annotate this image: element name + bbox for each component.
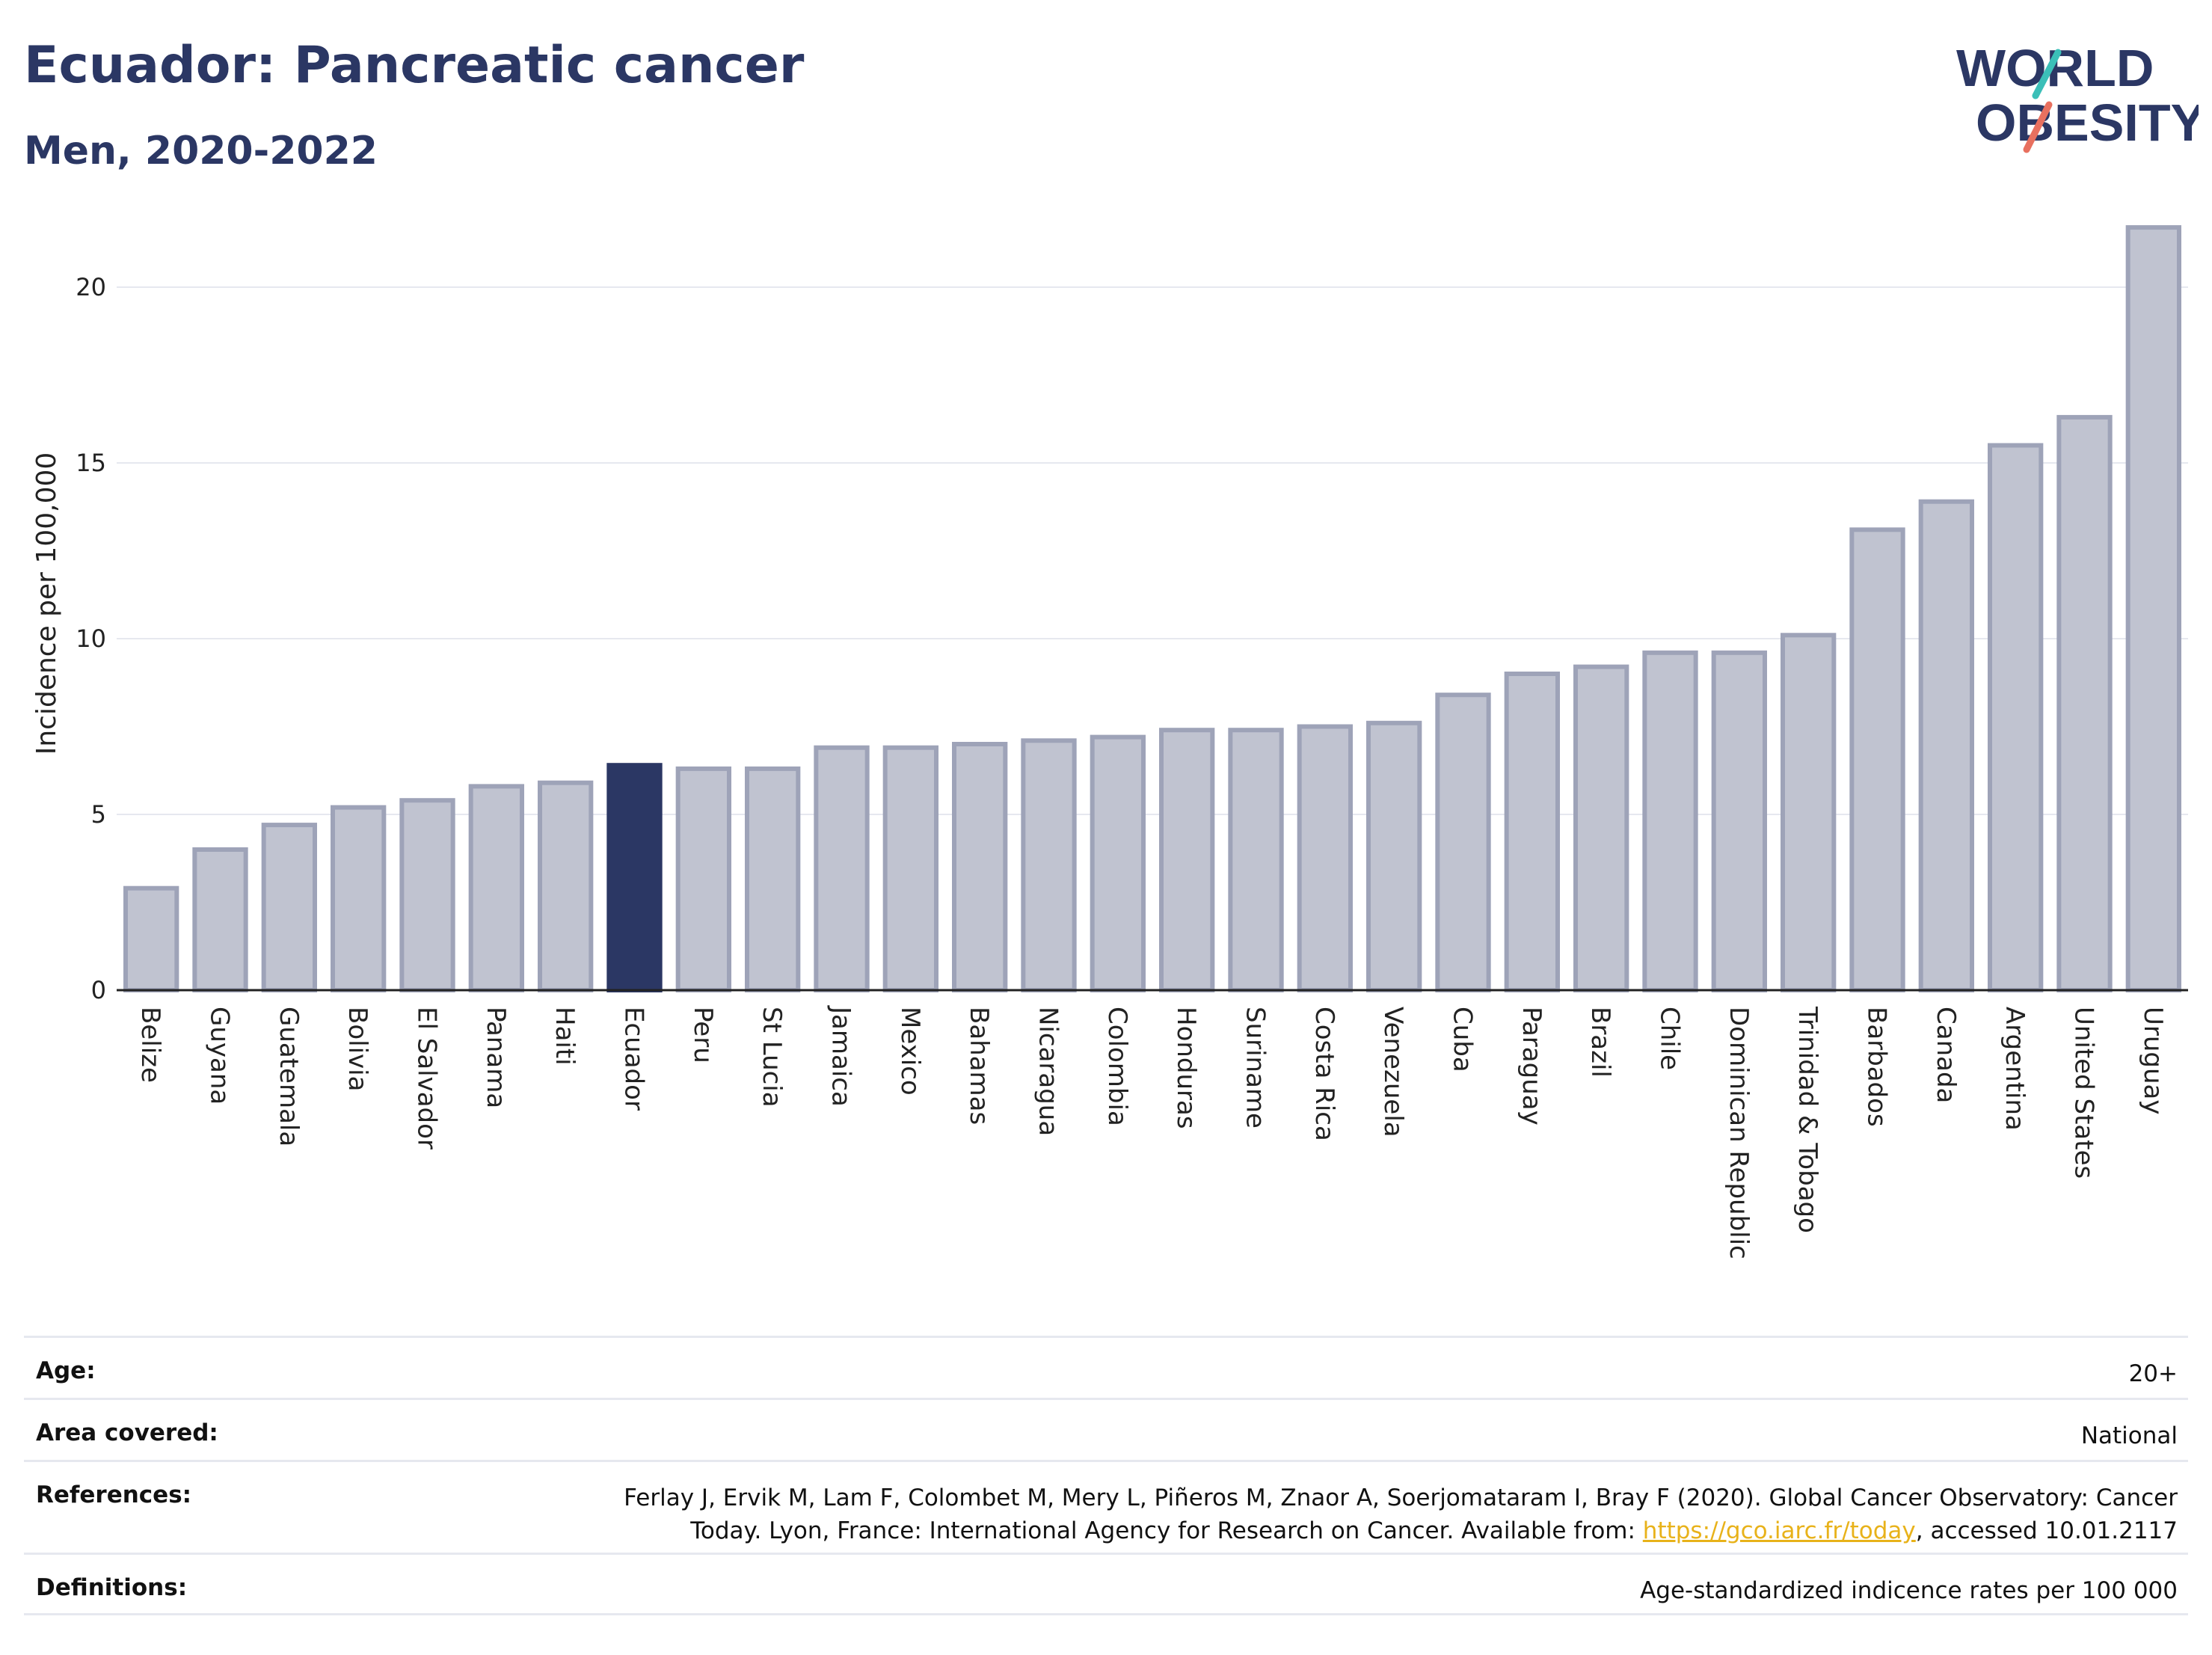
references-label: References: xyxy=(36,1481,192,1508)
chart-subtitle: Men, 2020-2022 xyxy=(24,129,378,174)
bar xyxy=(1228,728,1284,992)
x-tick-label: Honduras xyxy=(1171,1007,1201,1129)
x-tick-label: Peru xyxy=(688,1007,718,1063)
x-tick-label: Nicaragua xyxy=(1033,1007,1063,1136)
bar xyxy=(538,780,594,992)
references-link[interactable]: https://gco.iarc.fr/today xyxy=(1642,1517,1916,1544)
references-line1: Ferlay J, Ervik M, Lam F, Colombet M, Me… xyxy=(624,1484,2178,1511)
x-tick-label: Costa Rica xyxy=(1309,1007,1339,1141)
x-tick-label: Canada xyxy=(1931,1007,1961,1103)
x-tick-label: Cuba xyxy=(1448,1007,1478,1072)
x-tick-label: United States xyxy=(2069,1007,2099,1179)
area-value: National xyxy=(2080,1422,2178,1449)
bar xyxy=(192,847,248,992)
info-row-references: References: Ferlay J, Ervik M, Lam F, Co… xyxy=(24,1460,2188,1553)
bar xyxy=(123,885,179,993)
definitions-label: Definitions: xyxy=(36,1574,188,1601)
bar xyxy=(1435,693,1491,992)
x-tick-label: Venezuela xyxy=(1378,1007,1408,1137)
y-axis-title: Incidence per 100,000 xyxy=(31,452,62,755)
logo-slash-top xyxy=(2032,49,2062,99)
y-tick-label: 10 xyxy=(76,624,106,653)
bar xyxy=(2125,225,2181,993)
y-tick-label: 15 xyxy=(76,449,106,477)
bar xyxy=(1090,734,1146,992)
x-tick-label: Argentina xyxy=(2000,1007,2030,1131)
definitions-value: Age-standardized indicence rates per 100… xyxy=(1640,1577,2178,1604)
x-tick-label: Suriname xyxy=(1241,1007,1271,1129)
age-value: 20+ xyxy=(2128,1360,2178,1387)
bar xyxy=(1918,499,1974,992)
bar xyxy=(399,798,455,993)
bar xyxy=(468,784,524,993)
bar xyxy=(675,766,731,993)
x-tick-label: St Lucia xyxy=(757,1007,787,1108)
bar xyxy=(1849,527,1905,992)
references-line2-end: , accessed 10.01.2117 xyxy=(1915,1517,2178,1544)
x-tick-label: Mexico xyxy=(895,1007,925,1096)
bar xyxy=(1573,664,1629,992)
bar xyxy=(1711,650,1767,992)
info-table: Age: 20+ Area covered: National Referenc… xyxy=(24,1336,2188,1615)
logo-word-world: WORLD xyxy=(1956,39,2154,97)
x-tick-label: Panama xyxy=(481,1007,511,1108)
y-tick-label: 0 xyxy=(91,976,106,1004)
bar xyxy=(261,823,317,992)
bar xyxy=(1366,720,1422,992)
x-tick-label: Uruguay xyxy=(2138,1007,2168,1115)
x-tick-label: Bolivia xyxy=(342,1007,372,1091)
x-tick-label: Guyana xyxy=(205,1007,235,1105)
info-row-area: Area covered: National xyxy=(24,1398,2188,1460)
x-tick-label: Brazil xyxy=(1585,1007,1615,1078)
x-tick-label: El Salvador xyxy=(412,1007,442,1149)
bar xyxy=(882,745,938,992)
bar xyxy=(952,742,1008,992)
x-tick-label: Colombia xyxy=(1102,1007,1132,1126)
x-tick-label: Belize xyxy=(135,1007,165,1083)
y-tick-label: 5 xyxy=(91,800,106,829)
bar xyxy=(1021,738,1077,992)
x-tick-label: Haiti xyxy=(550,1007,580,1066)
bar-chart: 0 5 10 15 20 Incidence per 100,000 Belize Guyan… xyxy=(31,225,2188,1259)
age-label: Age: xyxy=(36,1357,96,1384)
x-tick-label: Chile xyxy=(1655,1007,1685,1070)
logo-slash-bottom xyxy=(2023,101,2053,153)
y-tick-label: 20 xyxy=(76,273,106,301)
references-line2: Today. Lyon, France: International Agenc… xyxy=(690,1517,1643,1544)
chart-title: Ecuador: Pancreatic cancer xyxy=(24,36,805,95)
x-tick-label: Trinidad & Tobago xyxy=(1792,1006,1822,1233)
info-row-age: Age: 20+ xyxy=(24,1336,2188,1398)
logo-word-obesity: OBESITY xyxy=(1976,93,2199,152)
bar xyxy=(1988,443,2044,992)
bar xyxy=(814,745,870,992)
area-label: Area covered: xyxy=(36,1419,218,1446)
bar xyxy=(331,805,387,992)
x-tick-label: Barbados xyxy=(1862,1007,1892,1127)
info-row-definitions: Definitions: Age-standardized indicence … xyxy=(24,1553,2188,1615)
x-tick-label: Guatemala xyxy=(274,1007,304,1146)
x-tick-label: Dominican Republic xyxy=(1724,1007,1754,1259)
references-value: Ferlay J, Ervik M, Lam F, Colombet M, Me… xyxy=(624,1481,2178,1547)
bar xyxy=(1159,728,1215,992)
bar xyxy=(1642,650,1698,992)
bar xyxy=(1504,672,1560,992)
bar xyxy=(1297,724,1353,992)
bar xyxy=(745,766,801,993)
world-obesity-logo: WORLD OBESITY xyxy=(1956,39,2199,153)
bar xyxy=(1781,633,1837,992)
x-tick-label: Paraguay xyxy=(1517,1007,1546,1126)
x-tick-label: Bahamas xyxy=(964,1007,994,1125)
x-tick-label: Jamaica xyxy=(826,1005,856,1107)
bar xyxy=(606,763,663,992)
bar xyxy=(2056,414,2113,992)
x-tick-label: Ecuador xyxy=(619,1007,649,1111)
